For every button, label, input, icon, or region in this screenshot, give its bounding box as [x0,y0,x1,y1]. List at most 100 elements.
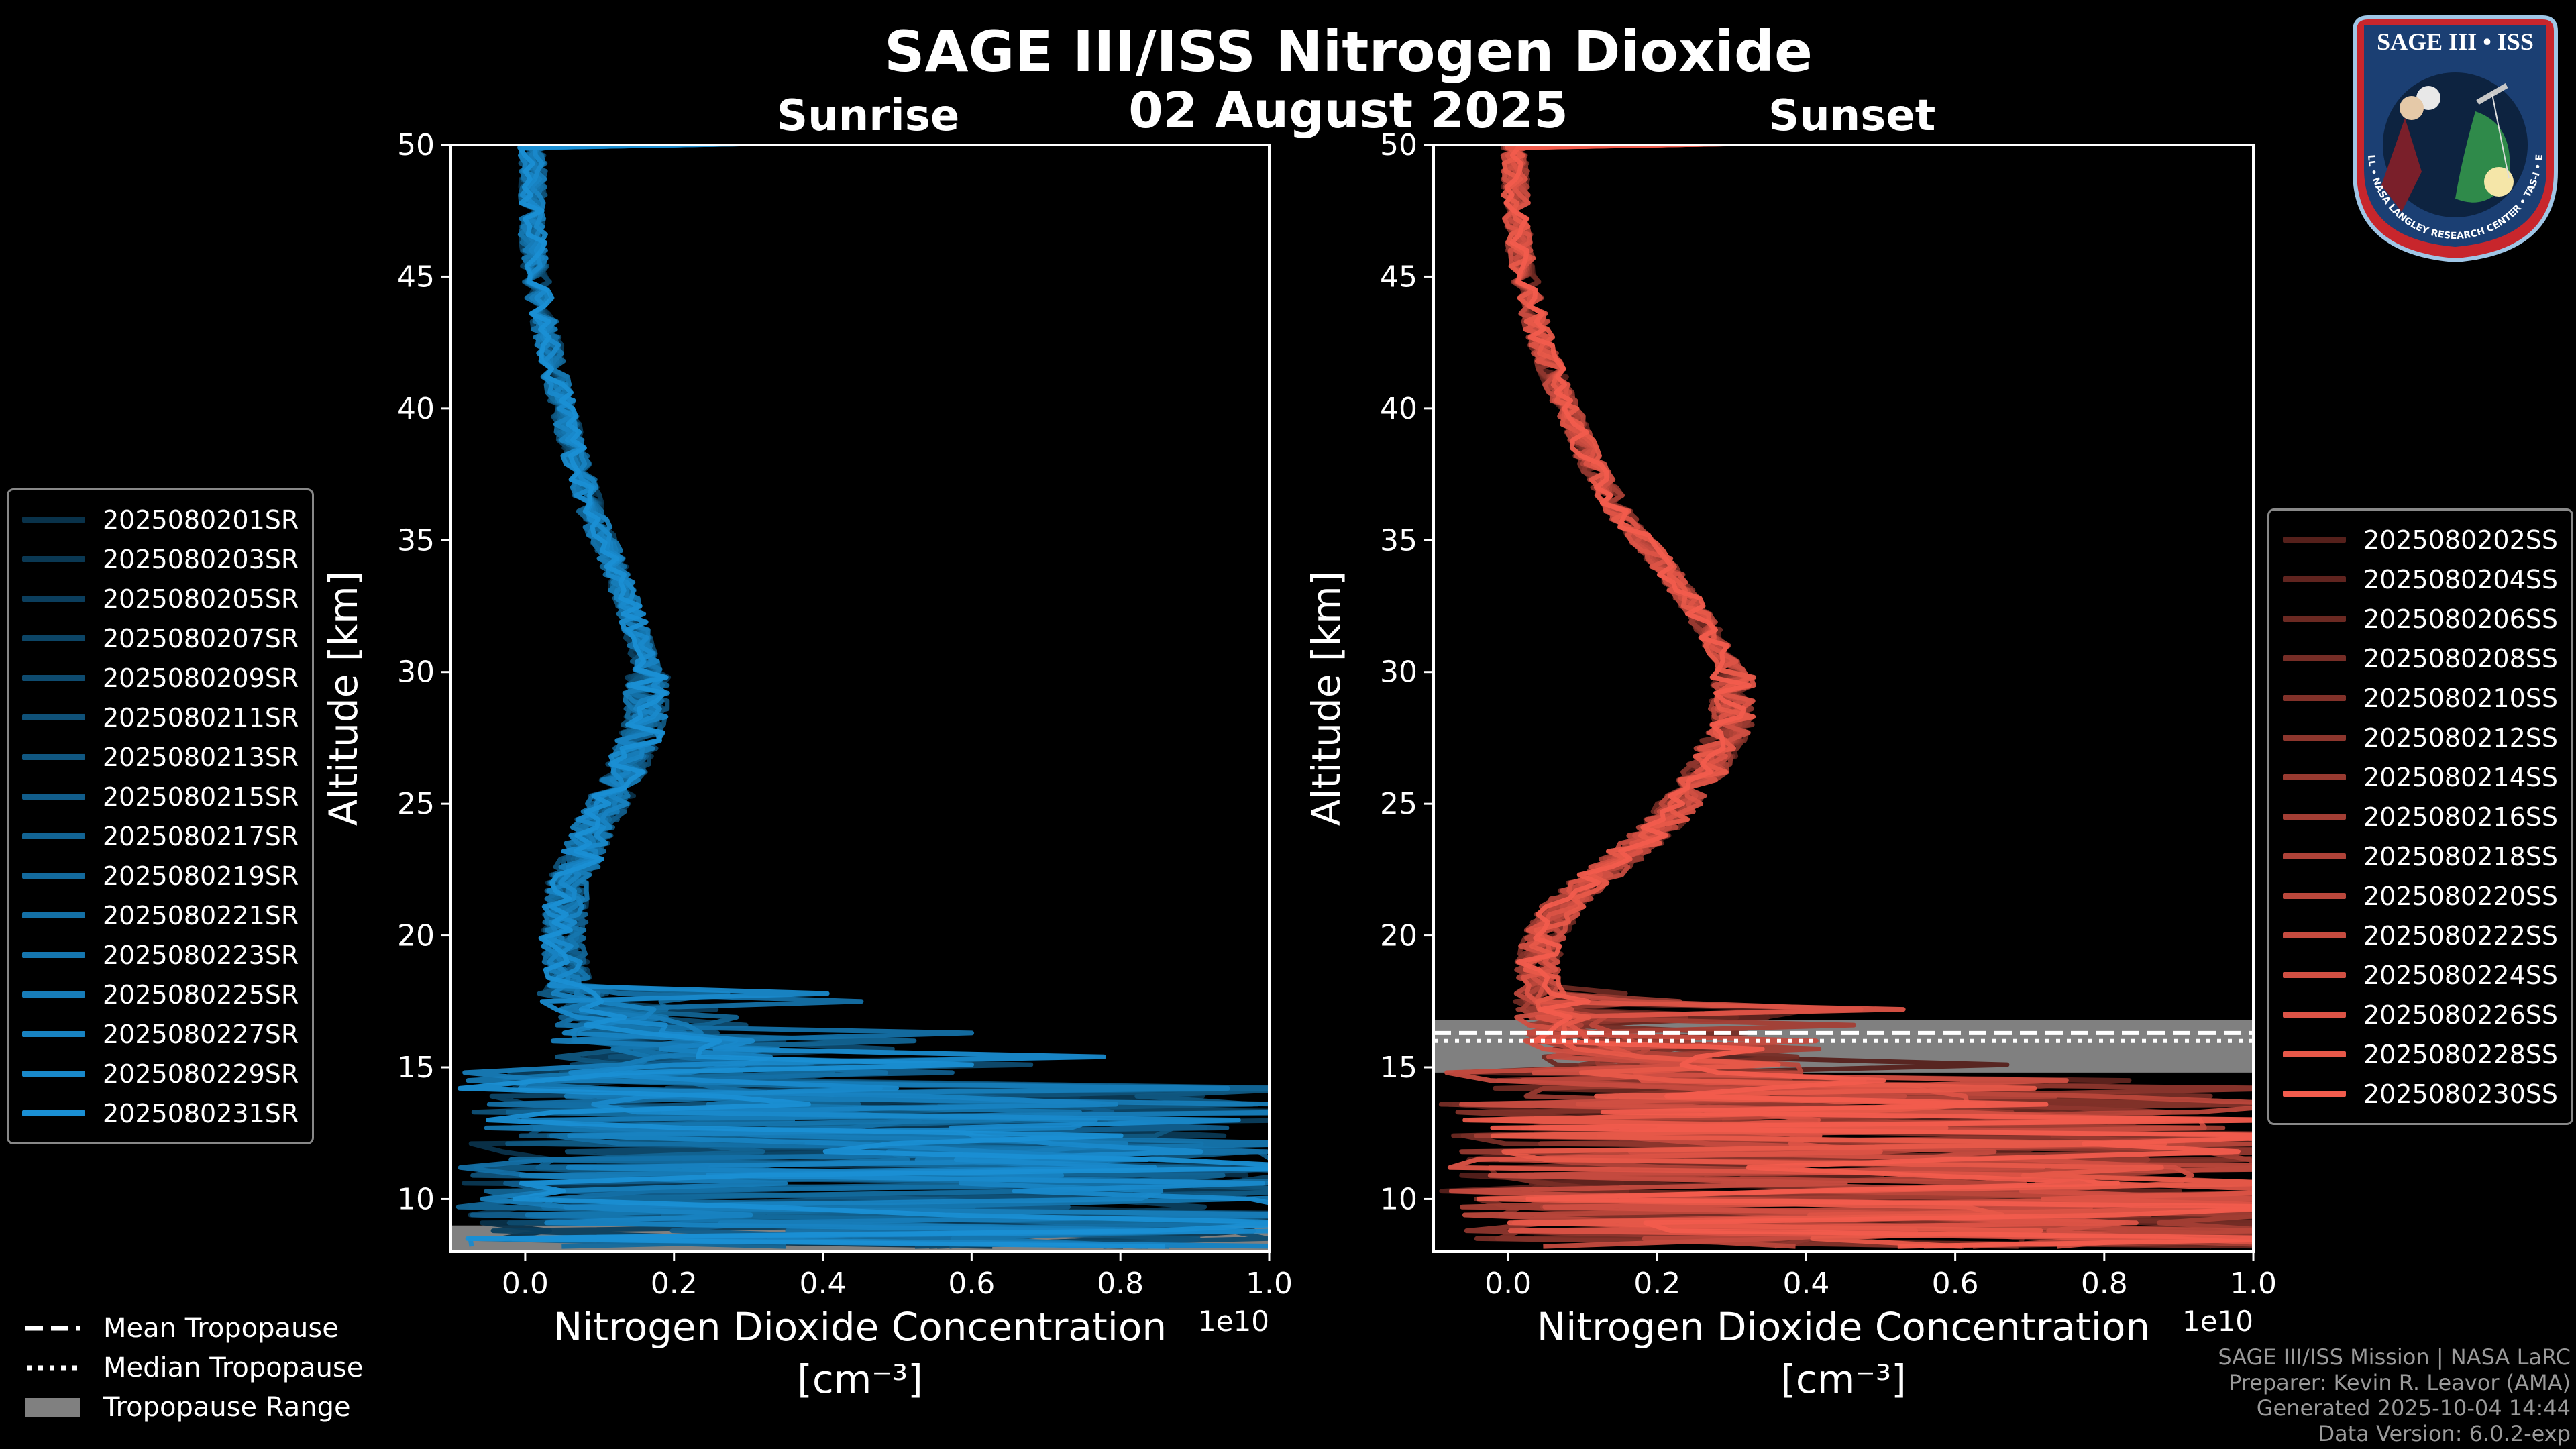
line-swatch-icon [2283,1091,2346,1097]
sunrise-legend-label: 2025080203SR [103,544,299,574]
mean-tropopause-label: Mean Tropopause [103,1312,339,1344]
footer-line-generated: Generated 2025-10-04 14:44 [2256,1395,2571,1421]
sunset-legend-label: 2025080210SS [2363,683,2559,713]
sunrise-legend-item: 2025080201SR [22,500,299,539]
sunrise-legend-item: 2025080229SR [22,1054,299,1093]
line-swatch-icon [22,754,85,760]
sunrise-x-tick-label-5: 1.0 [1246,1267,1293,1301]
sunset-legend-label: 2025080204SS [2363,564,2559,594]
line-swatch-icon [22,635,85,641]
sunset-x-tick-label-2: 0.4 [1782,1267,1829,1301]
sunset-profile-line-2025080230SS [1490,145,2253,1249]
sunset-legend-label: 2025080216SS [2363,802,2559,832]
sunset-legend: 2025080202SS 2025080204SS 2025080206SS 2025… [2267,508,2574,1125]
sunrise-y-tick-label-15: 15 [397,1051,435,1085]
sunrise-legend-item: 2025080223SR [22,935,299,975]
median-tropopause-label: Median Tropopause [103,1352,364,1383]
line-swatch-icon [22,675,85,681]
sunset-legend-label: 2025080218SS [2363,841,2559,871]
line-swatch-icon [2283,1012,2346,1018]
sunset-y-tick-label-30: 30 [1380,655,1417,690]
sunset-y-axis-label: Altitude [km] [1303,571,1349,826]
sunset-legend-label: 2025080222SS [2363,920,2559,951]
sunset-y-tick-label-50: 50 [1380,128,1417,162]
sunset-legend-label: 2025080206SS [2363,604,2559,634]
line-swatch-icon [2283,576,2346,582]
sunrise-legend-item: 2025080217SR [22,816,299,856]
line-swatch-icon [2283,695,2346,701]
sunset-legend-item: 2025080212SS [2283,718,2558,757]
sunrise-y-tick-label-30: 30 [397,655,435,690]
sunrise-legend-item: 2025080221SR [22,896,299,935]
line-swatch-icon [22,1071,85,1077]
sunrise-y-tick-label-35: 35 [397,523,435,557]
sunrise-x-axis-unit: [cm⁻³] [797,1356,923,1402]
sunrise-legend-item: 2025080203SR [22,539,299,579]
sunrise-legend-label: 2025080205SR [103,584,299,614]
line-swatch-icon [22,952,85,958]
sunset-legend-item: 2025080222SS [2283,916,2558,955]
line-swatch-icon [2283,1051,2346,1057]
dashed-line-icon [25,1326,80,1330]
sunrise-legend-label: 2025080217SR [103,821,299,851]
sunrise-legend-item: 2025080227SR [22,1014,299,1054]
line-swatch-icon [22,596,85,602]
sunset-legend-item: 2025080206SS [2283,599,2558,639]
sunset-x-axis-label: Nitrogen Dioxide Concentration [1537,1304,2150,1350]
sage-iii-iss-mission-logo: SAGE III • ISS BALL • NASA LANGLEY RESEA… [2341,11,2558,263]
line-swatch-icon [22,794,85,800]
tropopause-range-legend-item: Tropopause Range [25,1387,363,1427]
figure-title: SAGE III/ISS Nitrogen Dioxide [883,19,1813,85]
sunrise-legend-item: 2025080205SR [22,579,299,619]
sunrise-legend-label: 2025080213SR [103,742,299,772]
line-swatch-icon [22,517,85,523]
sunrise-legend-label: 2025080207SR [103,623,299,653]
credits-footer: SAGE III/ISS Mission | NASA LaRC Prepare… [2218,1344,2571,1446]
sunrise-legend-label: 2025080231SR [103,1098,299,1128]
sunset-legend-item: 2025080226SS [2283,995,2558,1034]
footer-line-mission: SAGE III/ISS Mission | NASA LaRC [2218,1344,2571,1370]
mean-tropopause-legend-item: Mean Tropopause [25,1308,363,1348]
line-swatch-icon [2283,853,2346,859]
line-swatch-icon [22,991,85,998]
sunset-panel-title: Sunset [1768,91,1936,141]
sunset-legend-label: 2025080230SS [2363,1079,2559,1109]
sunset-legend-item: 2025080220SS [2283,876,2558,916]
range-patch-icon [25,1397,80,1417]
sunrise-x-tick-label-2: 0.4 [800,1267,847,1301]
sunset-plot-frame [1432,144,2255,1253]
sunset-legend-label: 2025080226SS [2363,1000,2559,1030]
sunset-x-tick-label-5: 1.0 [2230,1267,2277,1301]
sunrise-profile-line-2025080231SR [457,145,1269,1249]
sunset-y-tick-label-40: 40 [1380,392,1417,426]
sunrise-y-tick-label-10: 10 [397,1182,435,1216]
sunrise-legend-label: 2025080229SR [103,1059,299,1089]
line-swatch-icon [2283,774,2346,780]
sunrise-legend-label: 2025080201SR [103,504,299,535]
sunrise-legend-item: 2025080231SR [22,1093,299,1133]
footer-line-version: Data Version: 6.0.2-exp [2318,1421,2571,1446]
sunrise-legend-label: 2025080227SR [103,1019,299,1049]
sunrise-y-tick-label-40: 40 [397,392,435,426]
sunrise-y-tick-label-25: 25 [397,787,435,821]
sunrise-legend: 2025080201SR 2025080203SR 2025080205SR 2025… [7,488,315,1144]
sunset-legend-item: 2025080210SS [2283,678,2558,718]
line-swatch-icon [2283,537,2346,543]
sunrise-x-tick-label-4: 0.8 [1097,1267,1144,1301]
sunset-legend-item: 2025080214SS [2283,757,2558,797]
sunrise-legend-item: 2025080207SR [22,619,299,658]
sunset-legend-label: 2025080220SS [2363,881,2559,911]
sunrise-legend-label: 2025080225SR [103,979,299,1010]
sunset-x-tick-label-1: 0.2 [1633,1267,1680,1301]
line-swatch-icon [22,912,85,918]
sunset-y-tick-label-35: 35 [1380,523,1417,557]
sunset-legend-item: 2025080208SS [2283,639,2558,678]
sunset-legend-item: 2025080224SS [2283,955,2558,995]
sunrise-legend-label: 2025080215SR [103,782,299,812]
sunset-legend-label: 2025080228SS [2363,1039,2559,1069]
median-tropopause-legend-item: Median Tropopause [25,1348,363,1387]
sunset-y-tick-label-45: 45 [1380,260,1417,294]
line-swatch-icon [2283,616,2346,622]
sunset-y-tick-label-25: 25 [1380,787,1417,821]
